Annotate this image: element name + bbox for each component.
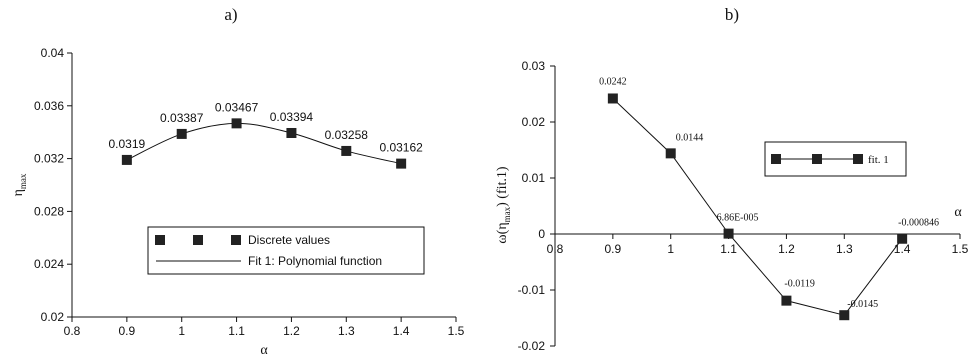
panel-a-x-tick-label: 1.2 (283, 324, 300, 338)
panel-a-legend-marker (231, 235, 241, 245)
panel-b-x-tick-label: 1 (667, 242, 674, 256)
panel-b-x-tick-label: 1.2 (778, 242, 795, 256)
panel-b-x-tick-label: 1.5 (952, 242, 969, 256)
panel-b-data-label: -0.0119 (784, 279, 814, 290)
panel-b-y-axis-label: ω(ηmax) (fit.1) (495, 166, 512, 243)
panel-a-y-tick-label: 0.02 (41, 310, 65, 324)
panel-a-x-tick-label: 0.8 (64, 324, 81, 338)
panel-a-y-tick-label: 0.036 (34, 99, 64, 113)
panel-a-point (286, 127, 297, 138)
panel-a-x-tick-label: 1.1 (228, 324, 245, 338)
panel-a-x-tick-label: 1.3 (338, 324, 355, 338)
panel-b-x-tick-label: 1.3 (836, 242, 853, 256)
panel-b-data-label: -0.000846 (898, 218, 939, 229)
panel-b-y-tick-label: 0.01 (522, 171, 546, 185)
panel-b-legend-marker (853, 154, 863, 164)
panel-a-data-label: 0.03467 (215, 100, 259, 114)
panel-a-x-tick-label: 1.4 (393, 324, 410, 338)
panel-a-y-tick-label: 0.04 (41, 46, 65, 60)
panel-a-point (396, 158, 407, 169)
panel-b-point (723, 228, 734, 239)
panel-b-x-tick-label: 0.8 (547, 242, 564, 256)
panel-a-data-label: 0.0319 (109, 137, 146, 151)
panel-a-legend-label-fit: Fit 1: Polynomial function (248, 254, 382, 268)
panel-a-point (121, 154, 132, 165)
panel-b-data-label: -0.0145 (847, 299, 878, 310)
panel-a-x-axis-label: α (260, 343, 268, 358)
panel-a-data-label: 0.03258 (325, 128, 369, 142)
panel-b-x-tick-label: 0.9 (605, 242, 622, 256)
panel-b-y-tick-label: 0.02 (522, 115, 546, 129)
panel-b-x-tick-label: 1.4 (894, 242, 911, 256)
panel-b-y-tick-label: 0.03 (522, 59, 546, 73)
panel-b-label: b) (725, 5, 739, 24)
panel-b-x-tick-label: 1.1 (720, 242, 737, 256)
panel-a-x-tick-label: 1.5 (448, 324, 465, 338)
panel-b-x-axis-label: α (954, 205, 962, 220)
panel-b-legend-marker (812, 154, 822, 164)
panel-a-legend-marker (155, 235, 165, 245)
panel-a-data-label: 0.03387 (160, 111, 204, 125)
panel-b-legend-marker (771, 154, 781, 164)
panel-a-legend-marker (193, 235, 203, 245)
panel-b-legend-label: fit. 1 (868, 154, 889, 166)
panel-b-data-label: 0.0242 (599, 76, 627, 87)
panel-b-data-label: 0.0144 (676, 132, 704, 143)
panel-a-point (341, 145, 352, 156)
panel-a-legend-label-discrete: Discrete values (248, 233, 330, 247)
panel-b-y-tick-label: 0 (538, 227, 545, 241)
panel-b-data-label: 6.86E-005 (717, 213, 759, 224)
panel-b-point (607, 93, 618, 104)
panel-b-point (781, 295, 792, 306)
panel-a-data-label: 0.03394 (270, 110, 314, 124)
panel-a-y-tick-label: 0.028 (34, 204, 64, 218)
panel-a-x-tick-label: 1 (178, 324, 185, 338)
panel-b-point (897, 233, 908, 244)
panel-a-point (231, 118, 242, 129)
panel-b-series-line (612, 98, 903, 316)
panel-b-y-tick-label: -0.02 (518, 339, 546, 353)
panel-a-point (176, 128, 187, 139)
panel-a-y-tick-label: 0.024 (34, 257, 64, 271)
panel-a-y-axis-label: ηmax (11, 173, 28, 196)
panel-b-point (665, 148, 676, 159)
panel-a-label: a) (224, 5, 237, 24)
panel-a-data-label: 0.03162 (379, 141, 423, 155)
panel-b-y-tick-label: -0.01 (518, 283, 546, 297)
panel-a-x-tick-label: 0.9 (119, 324, 136, 338)
panel-b-point (839, 310, 850, 321)
panel-a-legend-box (147, 226, 425, 275)
panel-a-y-tick-label: 0.032 (34, 152, 64, 166)
